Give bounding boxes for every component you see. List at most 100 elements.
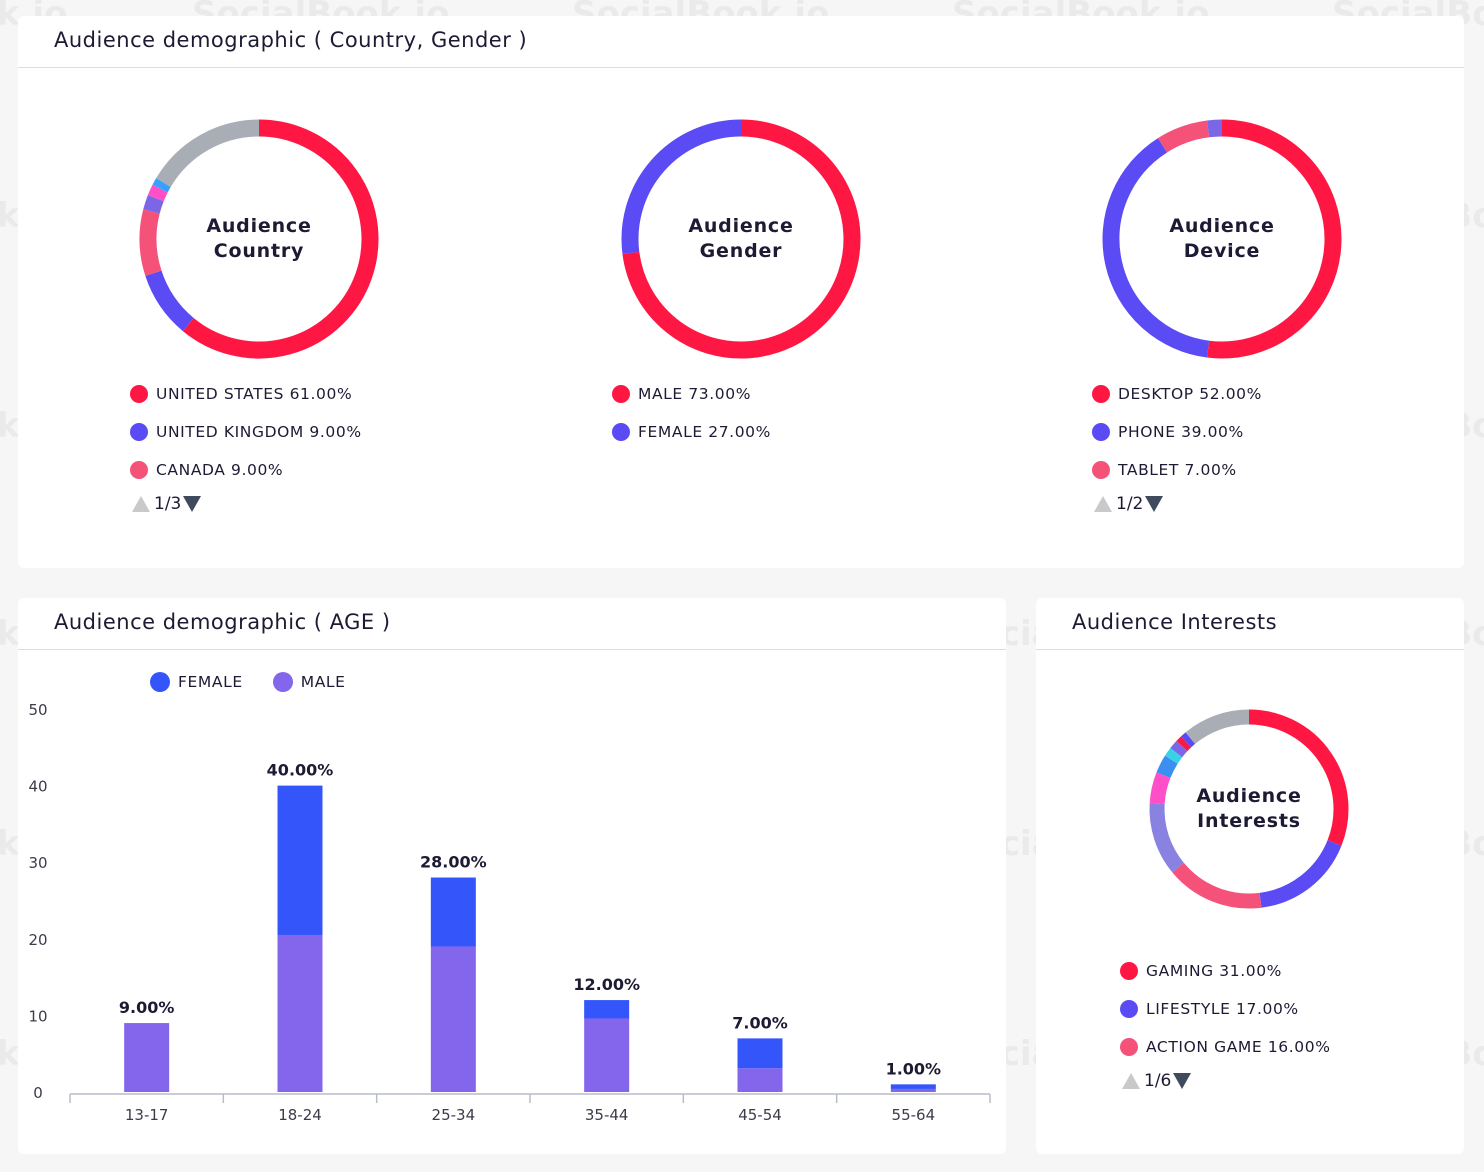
bar-male-45-54[interactable]	[737, 1068, 783, 1092]
legend-dot	[612, 385, 630, 403]
legend-item-male[interactable]: MALE	[272, 672, 346, 692]
country-donut-chart[interactable]: Audience Country	[136, 116, 382, 362]
donut-segment[interactable]	[152, 178, 171, 193]
page-down-icon[interactable]	[1173, 1073, 1192, 1089]
legend-dot	[1092, 461, 1110, 479]
donut-segment[interactable]	[1149, 772, 1171, 804]
bar-male-18-24[interactable]	[277, 934, 323, 1092]
y-tick-label: 20	[28, 931, 47, 949]
pager-text: 1/2	[1116, 494, 1144, 514]
donut-segment[interactable]	[1248, 709, 1349, 846]
legend-dot	[612, 423, 630, 441]
gender-donut-svg	[621, 119, 861, 359]
age-bar-chart[interactable]: 0 10 20 30 40 50 9.00% 13-17 40.00% 18-24 28.00% 25…	[18, 598, 1006, 1154]
donut-segment[interactable]	[1180, 732, 1196, 748]
donut-segment[interactable]	[1176, 736, 1192, 752]
x-tick-label: 35-44	[585, 1106, 629, 1124]
legend-item-female[interactable]: FEMALE 27.00%	[612, 413, 771, 451]
legend-item-action-game[interactable]: ACTION GAME 16.00%	[1120, 1028, 1331, 1066]
donut-segment[interactable]	[1102, 138, 1210, 358]
bar-female-45-54[interactable]	[737, 1038, 783, 1069]
legend-label: ACTION GAME 16.00%	[1146, 1038, 1331, 1056]
country-gender-card: Audience demographic ( Country, Gender )…	[18, 16, 1464, 568]
bar-total-label: 9.00%	[119, 998, 175, 1017]
donut-segment[interactable]	[147, 184, 168, 202]
donut-segment[interactable]	[1157, 120, 1210, 153]
donut-center-line1: Audience	[206, 215, 312, 237]
donut-segment[interactable]	[1172, 862, 1262, 909]
donut-segment[interactable]	[156, 119, 260, 187]
bar-male-25-34[interactable]	[430, 946, 476, 1092]
legend-item-male[interactable]: MALE 73.00%	[612, 375, 771, 413]
donut-segment[interactable]	[621, 119, 742, 254]
bar-male-35-44[interactable]	[584, 1018, 630, 1092]
donut-segment[interactable]	[182, 119, 379, 359]
donut-segment[interactable]	[1207, 119, 1342, 359]
legend-dot	[272, 672, 293, 692]
card-title: Audience Interests	[1072, 610, 1278, 634]
legend-label: FEMALE	[178, 673, 243, 691]
legend-item-female[interactable]: FEMALE	[150, 672, 243, 692]
donut-segment[interactable]	[622, 119, 861, 359]
legend-item-tablet[interactable]: TABLET 7.00%	[1092, 451, 1262, 489]
donut-center-label: Audience Gender	[618, 116, 864, 362]
legend-item-united-states[interactable]: UNITED STATES 61.00%	[130, 375, 362, 413]
bar-female-55-64[interactable]	[890, 1084, 936, 1089]
page-up-icon[interactable]	[1122, 1073, 1140, 1089]
legend-dot	[1120, 962, 1138, 980]
bar-female-35-44[interactable]	[584, 1000, 630, 1019]
bar-total-label: 12.00%	[573, 975, 640, 994]
gender-donut-chart[interactable]: Audience Gender	[618, 116, 864, 362]
donut-segment[interactable]	[1259, 839, 1342, 908]
interests-donut-chart[interactable]: Audience Interests	[1146, 706, 1352, 912]
bar-total-label: 1.00%	[886, 1059, 942, 1078]
donut-center-line1: Audience	[1196, 785, 1302, 807]
donut-segment[interactable]	[145, 270, 194, 332]
legend-item-lifestyle[interactable]: LIFESTYLE 17.00%	[1120, 990, 1331, 1028]
bar-total-label: 7.00%	[732, 1013, 788, 1032]
card-title: Audience demographic ( AGE )	[54, 610, 391, 634]
donut-segment[interactable]	[1156, 755, 1178, 779]
donut-center-label: Audience Country	[136, 116, 382, 362]
donut-segment[interactable]	[1164, 748, 1183, 764]
page-up-icon[interactable]	[132, 496, 150, 512]
page-down-icon[interactable]	[1145, 496, 1164, 512]
gender-legend: MALE 73.00% FEMALE 27.00%	[612, 375, 771, 451]
bar-male-13-17[interactable]	[124, 1023, 170, 1092]
divider	[18, 649, 1006, 650]
legend-label: LIFESTYLE 17.00%	[1146, 1000, 1299, 1018]
legend-item-canada[interactable]: CANADA 9.00%	[130, 451, 362, 489]
legend-dot	[1120, 1000, 1138, 1018]
y-tick-label: 0	[33, 1084, 43, 1102]
country-donut-svg	[139, 119, 379, 359]
age-chart-legend: FEMALE MALE	[150, 672, 376, 692]
donut-segment[interactable]	[143, 195, 164, 214]
device-donut-chart[interactable]: Audience Device	[1099, 116, 1345, 362]
interests-card: Audience Interests Audience Interests GA…	[1036, 598, 1464, 1154]
divider	[1036, 649, 1464, 650]
donut-center-line2: Country	[213, 240, 305, 262]
legend-label: PHONE 39.00%	[1118, 423, 1244, 441]
legend-dot	[130, 423, 148, 441]
donut-segment[interactable]	[1185, 709, 1250, 745]
donut-center-line1: Audience	[1169, 215, 1275, 237]
y-tick-label: 50	[28, 701, 47, 719]
divider	[18, 67, 1464, 68]
legend-item-united-kingdom[interactable]: UNITED KINGDOM 9.00%	[130, 413, 362, 451]
legend-item-desktop[interactable]: DESKTOP 52.00%	[1092, 375, 1262, 413]
interests-legend-pager: 1/6	[1120, 1068, 1331, 1094]
legend-dot	[1092, 385, 1110, 403]
bar-male-55-64[interactable]	[890, 1088, 936, 1092]
donut-segment[interactable]	[1170, 740, 1188, 758]
card-title: Audience demographic ( Country, Gender )	[54, 28, 528, 52]
page-down-icon[interactable]	[183, 496, 202, 512]
legend-label: TABLET 7.00%	[1118, 461, 1237, 479]
page-up-icon[interactable]	[1094, 496, 1112, 512]
bar-female-18-24[interactable]	[277, 785, 323, 935]
donut-segment[interactable]	[139, 209, 162, 276]
legend-item-phone[interactable]: PHONE 39.00%	[1092, 413, 1262, 451]
legend-item-gaming[interactable]: GAMING 31.00%	[1120, 952, 1331, 990]
bar-female-25-34[interactable]	[430, 877, 476, 947]
donut-segment[interactable]	[1207, 119, 1223, 138]
donut-segment[interactable]	[1149, 802, 1185, 873]
